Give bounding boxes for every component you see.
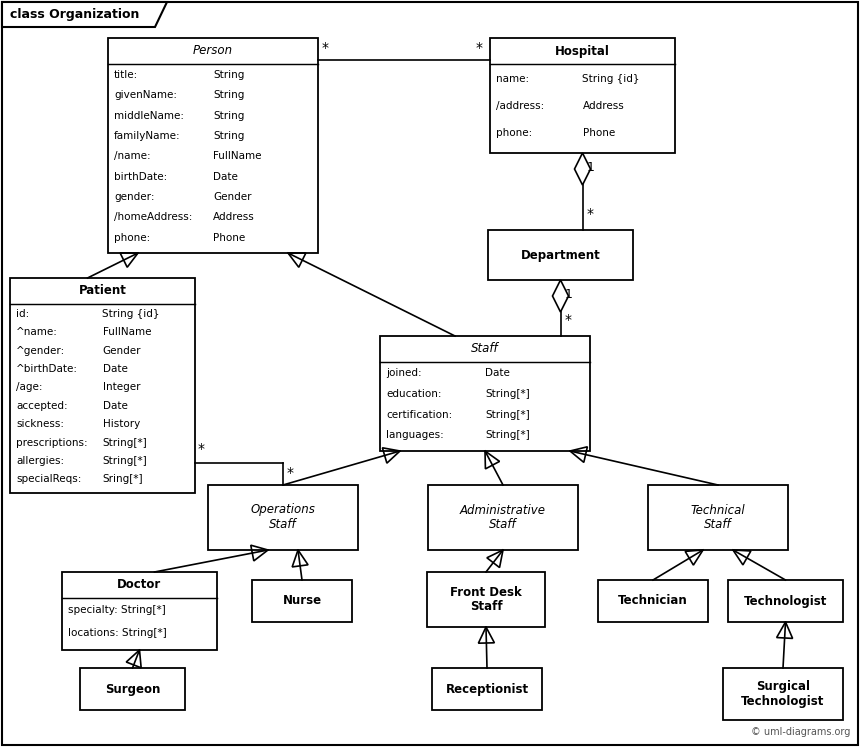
Text: String[*]: String[*] [102,456,147,466]
Text: name:: name: [496,74,529,84]
Text: accepted:: accepted: [16,401,68,411]
Text: String[*]: String[*] [485,389,530,399]
Bar [490,38,675,153]
Text: 1: 1 [564,288,573,301]
Bar [728,580,843,622]
Text: familyName:: familyName: [114,131,181,141]
Text: certification:: certification: [386,410,452,420]
Text: *: * [198,442,205,456]
Text: /age:: /age: [16,382,42,392]
Text: Phone: Phone [582,128,615,137]
Bar [80,668,185,710]
Text: Gender: Gender [102,346,141,356]
Text: phone:: phone: [496,128,532,137]
Text: Technologist: Technologist [744,595,827,607]
Text: specialty: String[*]: specialty: String[*] [68,605,166,616]
Text: Phone: Phone [213,233,245,243]
Text: middleName:: middleName: [114,111,184,121]
Text: specialReqs:: specialReqs: [16,474,82,484]
Text: Receptionist: Receptionist [445,683,529,695]
Text: title:: title: [114,70,138,80]
Text: allergies:: allergies: [16,456,64,466]
Text: String {id}: String {id} [102,309,160,319]
Text: id:: id: [16,309,29,319]
Text: *: * [476,41,483,55]
Bar [648,485,788,550]
Text: History: History [102,419,139,430]
Bar [208,485,358,550]
Polygon shape [2,2,167,27]
Text: gender:: gender: [114,192,155,202]
Text: ^name:: ^name: [16,327,58,338]
Text: *: * [322,41,329,55]
Text: Address: Address [582,101,624,111]
Text: Technician: Technician [618,595,688,607]
Text: String: String [213,70,244,80]
Text: Front Desk
Staff: Front Desk Staff [450,586,522,613]
Text: String[*]: String[*] [485,410,530,420]
Bar [432,668,542,710]
Text: Date: Date [102,401,127,411]
Text: sickness:: sickness: [16,419,64,430]
Text: ^gender:: ^gender: [16,346,65,356]
Text: Gender: Gender [213,192,251,202]
Text: Technical
Staff: Technical Staff [691,503,746,532]
Text: FullName: FullName [213,152,261,161]
Text: /address:: /address: [496,101,544,111]
Text: givenName:: givenName: [114,90,177,101]
Text: Integer: Integer [102,382,140,392]
Text: languages:: languages: [386,430,444,441]
Text: joined:: joined: [386,368,421,379]
Bar [598,580,708,622]
Text: Surgeon: Surgeon [105,683,160,695]
Text: Date: Date [213,172,238,182]
Text: String: String [213,111,244,121]
Bar [488,230,633,280]
Text: String[*]: String[*] [102,438,147,447]
Bar [252,580,352,622]
Text: /homeAddress:: /homeAddress: [114,212,193,223]
Text: Hospital: Hospital [555,45,610,58]
Text: Doctor: Doctor [117,578,162,592]
Text: phone:: phone: [114,233,150,243]
Bar [10,278,195,493]
Text: Address: Address [213,212,255,223]
Text: education:: education: [386,389,441,399]
Text: *: * [287,466,294,480]
Text: FullName: FullName [102,327,151,338]
Text: Nurse: Nurse [282,595,322,607]
Text: String[*]: String[*] [485,430,530,441]
Text: Sring[*]: Sring[*] [102,474,143,484]
Bar [723,668,843,720]
Text: © uml-diagrams.org: © uml-diagrams.org [751,727,850,737]
Text: Staff: Staff [471,343,499,356]
Text: Operations
Staff: Operations Staff [250,503,316,532]
Text: *: * [564,313,572,327]
Text: Patient: Patient [78,285,126,297]
Bar [62,572,217,650]
Text: prescriptions:: prescriptions: [16,438,88,447]
Text: String: String [213,131,244,141]
Text: Administrative
Staff: Administrative Staff [460,503,546,532]
Text: class Organization: class Organization [10,8,139,21]
Text: Date: Date [102,364,127,374]
Text: locations: String[*]: locations: String[*] [68,628,167,638]
Text: String: String [213,90,244,101]
Text: Person: Person [193,45,233,58]
Text: Date: Date [485,368,510,379]
Text: *: * [587,207,593,221]
Bar [427,572,545,627]
Bar [428,485,578,550]
Text: 1: 1 [587,161,594,174]
Text: String {id}: String {id} [582,74,640,84]
Bar [380,336,590,451]
Text: Surgical
Technologist: Surgical Technologist [741,680,825,708]
Text: /name:: /name: [114,152,150,161]
Text: ^birthDate:: ^birthDate: [16,364,78,374]
Text: Department: Department [520,249,600,261]
Bar [108,38,318,253]
Text: birthDate:: birthDate: [114,172,167,182]
